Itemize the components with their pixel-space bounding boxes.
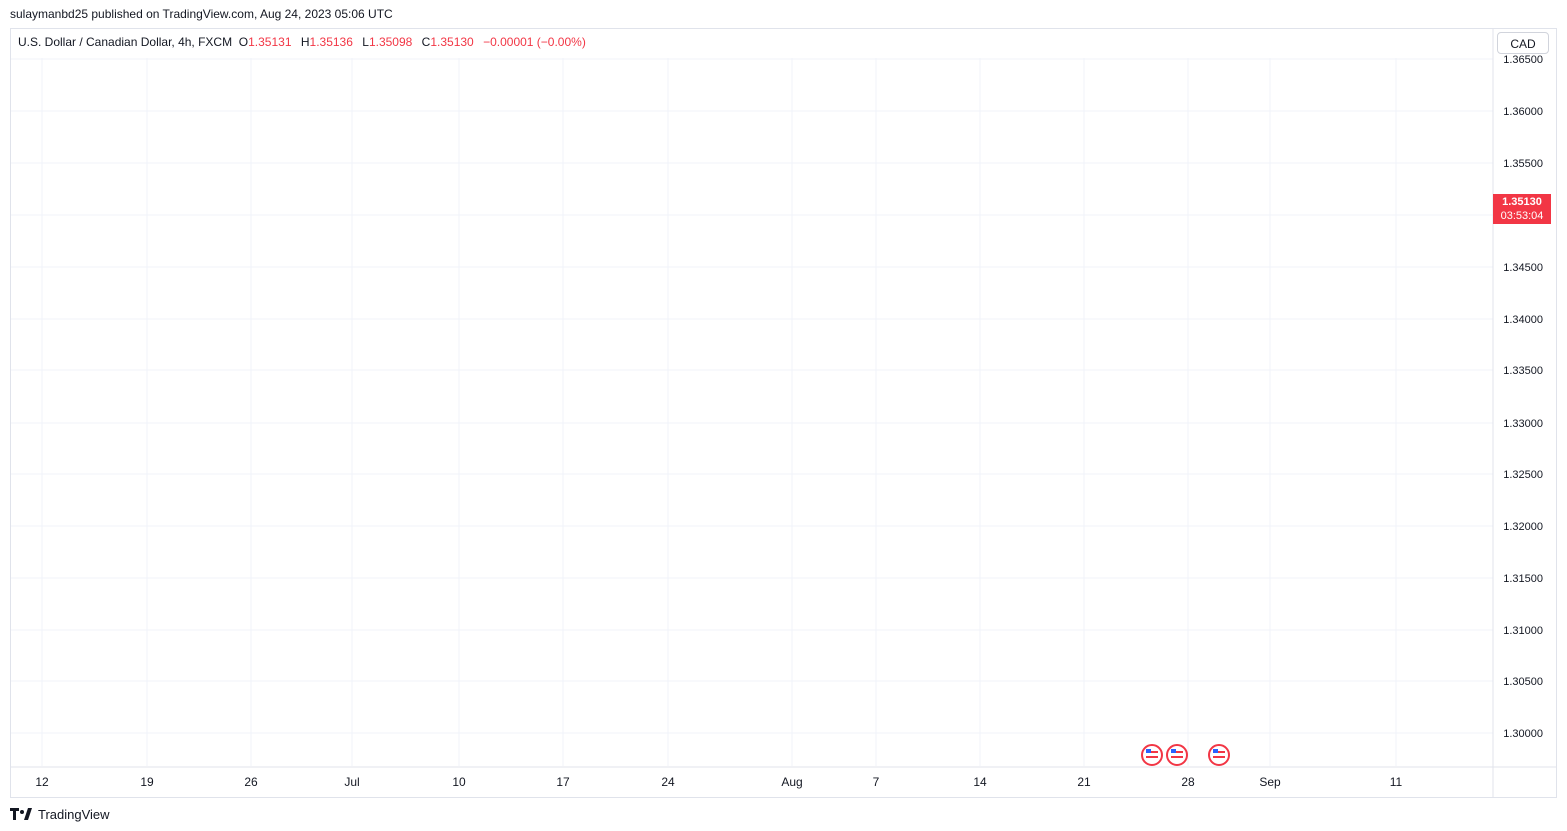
publisher-header: sulaymanbd25 published on TradingView.co… <box>10 7 393 21</box>
high-value: 1.35136 <box>309 35 353 49</box>
time-tick-label: 19 <box>140 775 154 789</box>
time-tick-label: 24 <box>661 775 675 789</box>
last-price-tag: 1.35130 03:53:04 <box>1493 194 1551 224</box>
price-tick-label: 1.31500 <box>1503 573 1543 585</box>
time-tick-label: 21 <box>1077 775 1091 789</box>
time-tick-label: 14 <box>973 775 987 789</box>
time-tick-label: 7 <box>873 775 880 789</box>
price-tick-label: 1.34000 <box>1503 314 1543 326</box>
currency-button[interactable]: CAD <box>1497 32 1549 54</box>
price-tick-label: 1.33000 <box>1503 418 1543 430</box>
low-value: 1.35098 <box>368 35 413 49</box>
last-price-value: 1.35130 <box>1502 196 1542 208</box>
time-tick-label: 12 <box>35 775 49 789</box>
symbol-name: U.S. Dollar / Canadian Dollar, 4h, FXCM <box>18 35 233 49</box>
time-tick-label: 10 <box>452 775 466 789</box>
us-flag-event-icon <box>1166 744 1188 766</box>
footer-brand[interactable]: TradingView <box>10 804 110 824</box>
us-flag-event-icon <box>1141 744 1163 766</box>
price-tick-label: 1.30000 <box>1503 728 1543 740</box>
price-tick-label: 1.36500 <box>1503 54 1543 66</box>
change-value: −0.00001 (−0.00%) <box>483 35 586 49</box>
time-tick-label: Aug <box>781 775 802 789</box>
price-tick-label: 1.34500 <box>1503 262 1543 274</box>
close-value: 1.35130 <box>430 35 474 49</box>
time-tick-label: 28 <box>1181 775 1195 789</box>
chart-frame <box>10 28 1557 798</box>
price-tick-label: 1.32500 <box>1503 469 1543 481</box>
time-tick-label: Jul <box>344 775 359 789</box>
footer-brand-text: TradingView <box>38 806 110 822</box>
bar-countdown: 03:53:04 <box>1500 210 1544 222</box>
price-tick-label: 1.32000 <box>1503 521 1543 533</box>
time-tick-label: Sep <box>1259 775 1281 789</box>
low-label: L <box>362 35 369 49</box>
price-tick-label: 1.31000 <box>1503 625 1543 637</box>
close-label: C <box>421 35 431 49</box>
time-tick-label: 11 <box>1390 775 1403 789</box>
price-tick-label: 1.33500 <box>1503 365 1543 377</box>
symbol-legend: U.S. Dollar / Canadian Dollar, 4h, FXCM … <box>18 35 592 49</box>
price-tick-label: 1.36000 <box>1503 106 1543 118</box>
price-tick-label: 1.35500 <box>1503 158 1543 170</box>
tradingview-logo-icon <box>10 808 32 820</box>
time-tick-label: 17 <box>556 775 570 789</box>
us-flag-event-icon <box>1208 744 1230 766</box>
open-value: 1.35131 <box>248 35 292 49</box>
time-tick-label: 26 <box>244 775 258 789</box>
price-tick-label: 1.30500 <box>1503 676 1543 688</box>
high-label: H <box>300 35 310 49</box>
open-label: O <box>238 35 249 49</box>
